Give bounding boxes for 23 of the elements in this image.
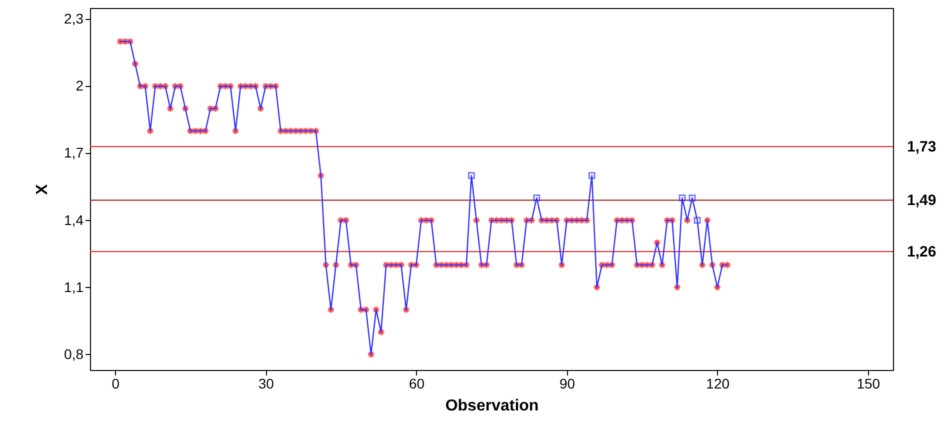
ref-line-label: 1,49	[907, 192, 936, 210]
point	[533, 194, 540, 202]
y-tick-label: 1,1	[64, 278, 84, 295]
x-tick-label: 30	[258, 376, 274, 392]
point	[588, 172, 596, 180]
x-tick-label: 60	[408, 376, 425, 392]
ref-line-label: 1,73	[907, 138, 936, 156]
x-axis-title: Observation	[445, 398, 539, 414]
y-tick-label: 1,7	[64, 144, 84, 161]
x-tick-label: 90	[559, 376, 576, 392]
point	[688, 194, 696, 202]
y-tick-label: 2	[76, 78, 84, 94]
point	[468, 172, 475, 180]
x-tick-label: 0	[112, 376, 120, 392]
x-tick-label: 120	[706, 376, 730, 392]
y-axis-title: X	[34, 184, 52, 195]
y-tick-label: 0,8	[64, 346, 84, 362]
point	[678, 194, 686, 202]
point	[694, 216, 701, 224]
y-tick-label: 1,4	[64, 212, 84, 228]
ref-line-label: 1,26	[907, 244, 936, 261]
x-tick-label: 150	[856, 376, 880, 392]
y-tick-label: 2,3	[64, 10, 84, 27]
